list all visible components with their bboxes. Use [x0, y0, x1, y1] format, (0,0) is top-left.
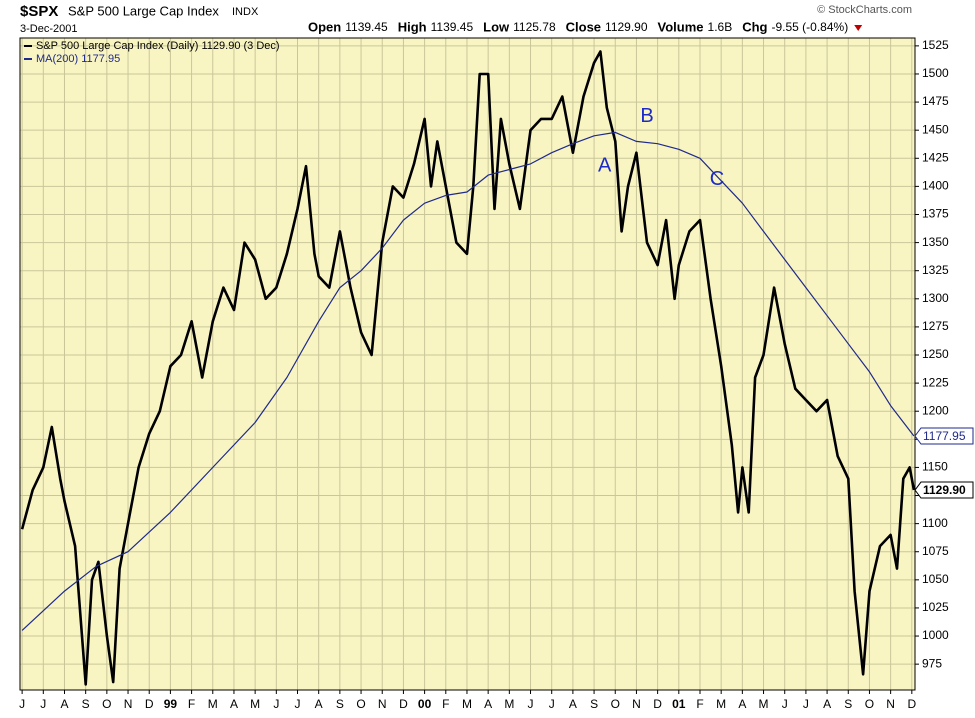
x-tick-label: J: [528, 697, 534, 711]
legend-label: S&P 500 Large Cap Index (Daily) 1129.90 …: [36, 40, 280, 52]
quote-label: Close: [566, 19, 601, 34]
x-tick-label: A: [738, 697, 746, 711]
y-tick-label: 1500: [922, 66, 949, 80]
x-tick-label: O: [611, 697, 620, 711]
x-tick-label: D: [145, 697, 154, 711]
price-tag: [914, 481, 974, 499]
y-tick-label: 1250: [922, 347, 949, 361]
x-tick-label: M: [504, 697, 514, 711]
annotation: C: [710, 168, 724, 190]
x-tick-label: J: [295, 697, 301, 711]
x-tick-label: A: [484, 697, 492, 711]
date: 3-Dec-2001: [20, 23, 77, 35]
annotation: A: [598, 154, 612, 176]
x-tick-label: D: [399, 697, 408, 711]
price-tag-label: 1129.90: [923, 483, 966, 497]
y-tick-label: 1100: [922, 516, 948, 530]
x-tick-label: N: [886, 697, 895, 711]
x-tick-label: M: [250, 697, 260, 711]
y-tick-label: 1475: [922, 94, 949, 108]
price-tag: [914, 427, 974, 445]
x-tick-label: A: [569, 697, 577, 711]
y-tick-label: 1375: [922, 207, 949, 221]
x-tick-label: S: [82, 697, 90, 711]
quote-value: 1139.45: [431, 20, 474, 34]
y-tick-label: 1325: [922, 263, 949, 277]
y-tick-label: 1150: [922, 460, 948, 474]
plot-background: [20, 38, 915, 690]
x-tick-label: A: [60, 697, 68, 711]
y-tick-label: 975: [922, 656, 942, 670]
y-tick-label: 1300: [922, 291, 949, 305]
x-tick-label: O: [865, 697, 874, 711]
y-tick-label: 1350: [922, 235, 949, 249]
x-tick-label: J: [803, 697, 809, 711]
y-tick-label: 1025: [922, 600, 949, 614]
x-tick-label: N: [378, 697, 387, 711]
y-tick-label: 1450: [922, 122, 949, 136]
price-line: [20, 50, 916, 686]
quote-value: 1139.45: [345, 20, 388, 34]
quote-label: Low: [483, 19, 510, 34]
x-tick-label: J: [19, 697, 25, 711]
annotation: B: [640, 105, 653, 127]
y-tick-label: 1050: [922, 572, 949, 586]
quote-label: Open: [308, 19, 341, 34]
price-line: [21, 131, 915, 631]
y-tick-label: 1075: [922, 544, 949, 558]
x-tick-label: J: [273, 697, 279, 711]
x-tick-label: M: [462, 697, 472, 711]
x-tick-label: 00: [418, 697, 432, 711]
x-tick-label: A: [230, 697, 238, 711]
x-tick-label: A: [823, 697, 831, 711]
legend-label: MA(200) 1177.95: [36, 53, 120, 65]
credit: © StockCharts.com: [817, 4, 912, 16]
y-tick-label: 1425: [922, 150, 949, 164]
quote-label: Chg: [742, 19, 767, 34]
x-tick-label: O: [356, 697, 365, 711]
x-tick-label: M: [759, 697, 769, 711]
x-tick-label: D: [653, 697, 662, 711]
x-tick-label: S: [590, 697, 598, 711]
x-tick-label: S: [336, 697, 344, 711]
x-tick-label: 01: [672, 697, 686, 711]
x-tick-label: M: [208, 697, 218, 711]
y-tick-label: 1000: [922, 628, 949, 642]
x-tick-label: J: [782, 697, 788, 711]
exchange: INDX: [232, 6, 259, 18]
x-tick-label: F: [188, 697, 195, 711]
title: S&P 500 Large Cap Index: [68, 3, 219, 18]
quote-label: High: [398, 19, 427, 34]
y-tick-label: 1525: [922, 38, 949, 52]
x-tick-label: M: [716, 697, 726, 711]
y-tick-label: 1200: [922, 403, 949, 417]
price-tag-label: 1177.95: [923, 429, 966, 443]
quote-value: -9.55 (-0.84%): [772, 20, 849, 34]
x-tick-label: F: [442, 697, 449, 711]
x-tick-label: F: [696, 697, 703, 711]
y-tick-label: 1225: [922, 375, 949, 389]
quote-value: 1125.78: [513, 20, 556, 34]
y-tick-label: 1275: [922, 319, 949, 333]
x-tick-label: 99: [164, 697, 178, 711]
x-tick-label: J: [40, 697, 46, 711]
quote-value: 1129.90: [605, 20, 648, 34]
x-tick-label: J: [549, 697, 555, 711]
quote-value: 1.6B: [708, 20, 733, 34]
symbol: $SPX: [20, 3, 58, 20]
x-tick-label: N: [632, 697, 641, 711]
x-tick-label: O: [102, 697, 111, 711]
x-tick-label: N: [124, 697, 133, 711]
plot-border: [19, 37, 916, 691]
y-tick-label: 1400: [922, 179, 949, 193]
quote-label: Volume: [658, 19, 704, 34]
x-tick-label: A: [315, 697, 323, 711]
x-tick-label: D: [907, 697, 916, 711]
x-tick-label: S: [844, 697, 852, 711]
down-marker: [854, 25, 863, 31]
